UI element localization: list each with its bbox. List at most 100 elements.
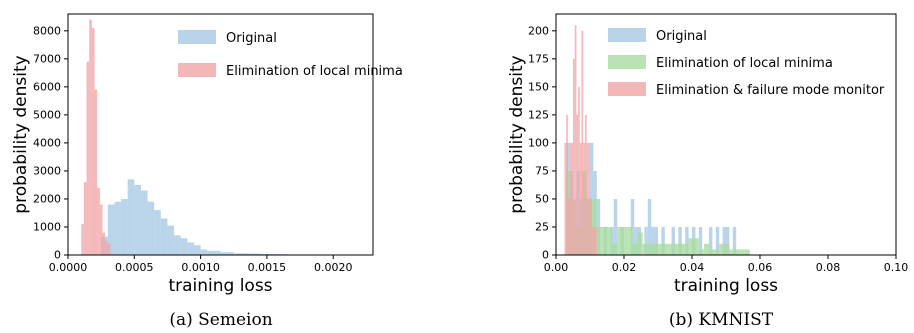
histogram-bar (715, 226, 720, 255)
histogram-bar (566, 114, 568, 255)
histogram-bar (607, 226, 613, 255)
histogram-bar (240, 253, 248, 255)
histogram-bar (89, 19, 92, 256)
histogram-bar (654, 226, 658, 255)
histogram-bar (732, 226, 737, 255)
legend: Original Elimination of local minima (178, 30, 403, 79)
histogram-bar (213, 250, 221, 255)
histogram-bar (698, 249, 704, 255)
histogram-bar (719, 243, 725, 255)
histogram-bar (683, 243, 689, 255)
y-tick-label: 0 (54, 249, 61, 262)
histogram-bar (586, 142, 589, 255)
histogram-bar (86, 61, 90, 256)
y-tick-label: 4000 (33, 136, 61, 149)
histogram-bar (722, 226, 726, 255)
histogram-bar (593, 226, 596, 255)
histogram-bar (678, 226, 682, 255)
x-tick-label: 0.00 (544, 261, 569, 274)
histogram-bar (260, 253, 267, 255)
y-tick-label: 50 (535, 192, 549, 205)
chart-caption: (a) Semeion (169, 310, 272, 330)
series-1 (81, 19, 111, 256)
histogram-bar (661, 226, 665, 255)
y-tick-label: 100 (528, 136, 549, 149)
x-axis-label: training loss (674, 276, 778, 296)
legend-label: Original (226, 31, 277, 46)
y-tick-label: 3000 (33, 164, 61, 177)
histogram-bar (588, 142, 590, 255)
histogram-bar (193, 245, 201, 255)
histogram-bar (612, 243, 618, 255)
y-tick-label: 1000 (33, 220, 61, 233)
x-tick-label: 0.02 (612, 261, 637, 274)
legend-swatch (178, 63, 216, 77)
histogram-bar (724, 243, 730, 255)
x-tick-label: 0.0005 (115, 261, 154, 274)
histogram-bar (574, 25, 577, 255)
chart-caption: (b) KMNIST (669, 310, 774, 330)
histogram-bar (105, 240, 108, 255)
y-tick-label: 175 (528, 52, 549, 65)
histogram-bar (632, 243, 638, 255)
histogram-bar (147, 201, 155, 255)
histogram-bar (253, 253, 261, 255)
chart-2: 0.00 0.02 0.04 0.06 0.08 0.10 0 25 50 75 100 125 150… (507, 13, 908, 330)
histogram-bar (581, 30, 584, 256)
histogram-bar (622, 226, 628, 255)
histogram-bar (134, 184, 141, 255)
histogram-bar (567, 198, 570, 255)
x-tick-label: 0.08 (816, 261, 841, 274)
histogram-bar (187, 242, 194, 255)
histogram-bar (266, 253, 274, 255)
plot-frame (555, 13, 897, 256)
histogram-bar (647, 243, 653, 255)
x-tick-label: 0.0020 (314, 261, 353, 274)
legend: Original Elimination of local minima Elimi… (608, 28, 885, 98)
histogram-bar (174, 235, 181, 255)
legend-swatch (608, 82, 646, 96)
histogram-bar (81, 224, 84, 255)
histogram-bar (663, 243, 669, 255)
histogram-bar (114, 201, 122, 255)
histogram-bar (714, 249, 720, 255)
x-tick-label: 0.04 (680, 261, 705, 274)
chart-1: 0.0000 0.0005 0.0010 0.0015 0.0020 0 1000 2000 3… (11, 13, 403, 330)
histogram-bar (576, 114, 579, 255)
legend-label: Elimination of local minima (656, 56, 833, 71)
histogram-bar (207, 250, 214, 255)
x-tick-label: 0.0000 (49, 261, 88, 274)
y-tick-label: 0 (542, 249, 549, 262)
y-tick-label: 125 (528, 108, 549, 121)
histogram-bar (591, 226, 594, 255)
histogram-bar (160, 218, 168, 255)
histogram-bar (671, 226, 675, 255)
histogram-bar (578, 86, 580, 255)
histogram-bar (584, 114, 587, 255)
histogram-bar (726, 226, 730, 255)
y-tick-label: 2000 (33, 192, 61, 205)
histogram-bar (642, 243, 648, 255)
histogram-bar (140, 190, 148, 255)
histogram-bar (698, 226, 703, 255)
histogram-bar (99, 204, 103, 255)
histogram-bar (107, 204, 115, 255)
histogram-bar (652, 243, 658, 255)
histogram-bar (573, 58, 575, 256)
histogram-bar (595, 226, 597, 255)
histogram-bar (107, 243, 111, 255)
histogram-bar (744, 249, 750, 255)
x-axis-label: training loss (168, 276, 272, 296)
legend-swatch (608, 55, 646, 69)
histogram-bar (97, 187, 100, 255)
legend-label: Original (656, 29, 707, 44)
y-tick-label: 8000 (33, 24, 61, 37)
histogram-bar (127, 179, 135, 255)
histogram-bar (233, 253, 241, 255)
histogram-bar (685, 226, 689, 255)
histogram-bar (596, 226, 602, 255)
histogram-bar (601, 226, 607, 255)
histogram-bar (569, 142, 572, 255)
histogram-bar (688, 238, 694, 255)
